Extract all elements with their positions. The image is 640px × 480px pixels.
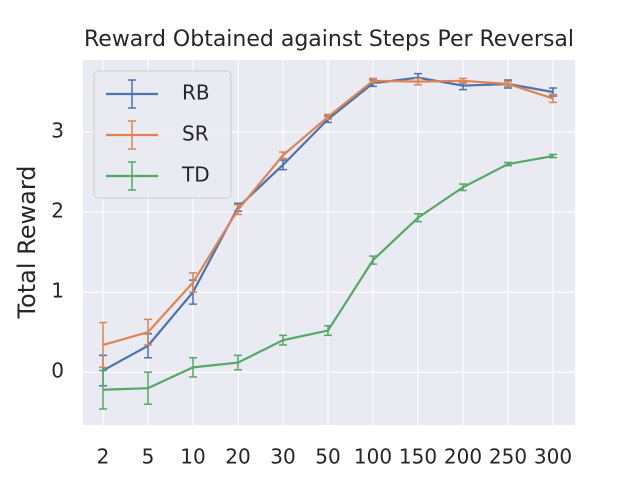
y-tick-label: 2	[51, 199, 64, 223]
x-tick-label: 30	[270, 445, 295, 469]
x-tick-label: 200	[444, 445, 482, 469]
line	[102, 79, 554, 347]
line	[102, 154, 554, 391]
legend-label: SR	[182, 122, 209, 146]
x-tick-label: 150	[399, 445, 437, 469]
x-tick-label: 2	[97, 445, 110, 469]
x-tick-label: 100	[354, 445, 392, 469]
x-tick-label: 300	[534, 445, 572, 469]
series	[99, 153, 557, 410]
x-tick-label: 250	[489, 445, 527, 469]
y-tick-label: 1	[51, 279, 64, 303]
series	[99, 77, 557, 369]
y-tick-label: 3	[51, 119, 64, 143]
x-tick-label: 5	[142, 445, 155, 469]
y-axis-label: Total Reward	[13, 165, 41, 319]
legend-box	[93, 70, 232, 199]
x-tick-label: 10	[180, 445, 205, 469]
x-tick-label: 50	[315, 445, 340, 469]
x-axis-label: Steps Per Reversal	[217, 477, 441, 480]
x-tick-label: 20	[225, 445, 250, 469]
legend-label: RB	[182, 81, 210, 105]
y-tick-label: 0	[51, 359, 64, 383]
legend-label: TD	[181, 163, 210, 187]
legend: RB SR TD	[93, 70, 232, 199]
chart-title: Reward Obtained against Steps Per Revers…	[84, 27, 574, 52]
